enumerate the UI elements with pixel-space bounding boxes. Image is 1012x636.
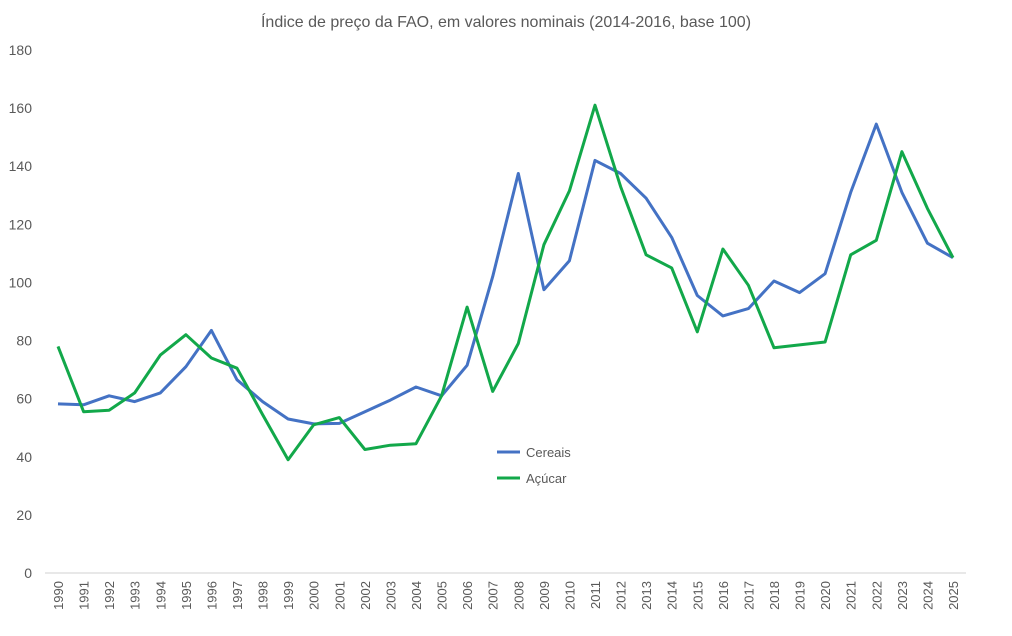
y-tick-label: 60	[16, 391, 32, 407]
x-tick-label: 2015	[690, 581, 705, 610]
x-tick-label: 1993	[128, 581, 143, 610]
y-tick-label: 80	[16, 333, 32, 349]
x-tick-label: 2011	[588, 581, 603, 609]
x-tick-label: 2010	[562, 581, 577, 610]
legend-label: Açúcar	[526, 471, 567, 486]
x-tick-label: 2014	[665, 581, 680, 610]
x-tick-label: 2022	[869, 581, 884, 610]
x-tick-label: 1999	[281, 581, 296, 610]
y-tick-label: 20	[16, 507, 32, 523]
series-lines	[56, 103, 955, 462]
x-tick-label: 1994	[153, 581, 168, 610]
x-tick-label: 2003	[383, 581, 398, 610]
x-tick-label: 2000	[307, 581, 322, 610]
x-tick-label: 2001	[332, 581, 347, 610]
x-tick-label: 1998	[256, 581, 271, 610]
x-tick-label: 1996	[204, 581, 219, 610]
y-axis: 0 20 40 60 80 100 120 140 160 180	[9, 42, 33, 581]
x-tick-label: 1990	[51, 581, 66, 610]
x-tick-label: 2016	[716, 581, 731, 610]
x-tick-label: 2023	[895, 581, 910, 610]
chart-title: Índice de preço da FAO, em valores nomin…	[261, 12, 751, 31]
x-tick-label: 2021	[844, 581, 859, 610]
x-tick-label: 1995	[179, 581, 194, 610]
y-tick-label: 100	[9, 274, 33, 290]
x-tick-label: 2004	[409, 581, 424, 610]
series-line-açúcar	[56, 103, 955, 462]
x-axis: 1990 1991 1992 1993 1994 1995 1996 1997 1998 1999…	[45, 572, 966, 610]
y-tick-label: 160	[9, 100, 33, 116]
y-tick-label: 0	[24, 565, 32, 581]
y-tick-label: 40	[16, 449, 32, 465]
x-tick-label: 2008	[511, 581, 526, 610]
x-tick-label: 2018	[767, 581, 782, 610]
x-tick-label: 2019	[793, 581, 808, 610]
x-tick-label: 2005	[435, 581, 450, 610]
legend: Cereais Açúcar	[497, 445, 571, 486]
y-tick-label: 140	[9, 158, 33, 174]
x-tick-label: 2025	[946, 581, 961, 610]
x-tick-label: 2012	[614, 581, 629, 610]
x-tick-label: 2006	[460, 581, 475, 610]
x-tick-label: 2013	[639, 581, 654, 610]
x-tick-label: 2009	[537, 581, 552, 610]
x-tick-label: 2007	[486, 581, 501, 610]
legend-label: Cereais	[526, 445, 571, 460]
series-line-cereais	[57, 122, 954, 426]
x-tick-label: 2020	[818, 581, 833, 610]
y-tick-label: 120	[9, 216, 33, 232]
x-tick-label: 1992	[102, 581, 117, 610]
x-tick-label: 2024	[920, 581, 935, 610]
x-tick-label: 2017	[741, 581, 756, 610]
x-tick-label: 1991	[77, 581, 92, 610]
y-tick-label: 180	[9, 42, 33, 58]
x-tick-label: 2002	[358, 581, 373, 610]
x-tick-label: 1997	[230, 581, 245, 610]
